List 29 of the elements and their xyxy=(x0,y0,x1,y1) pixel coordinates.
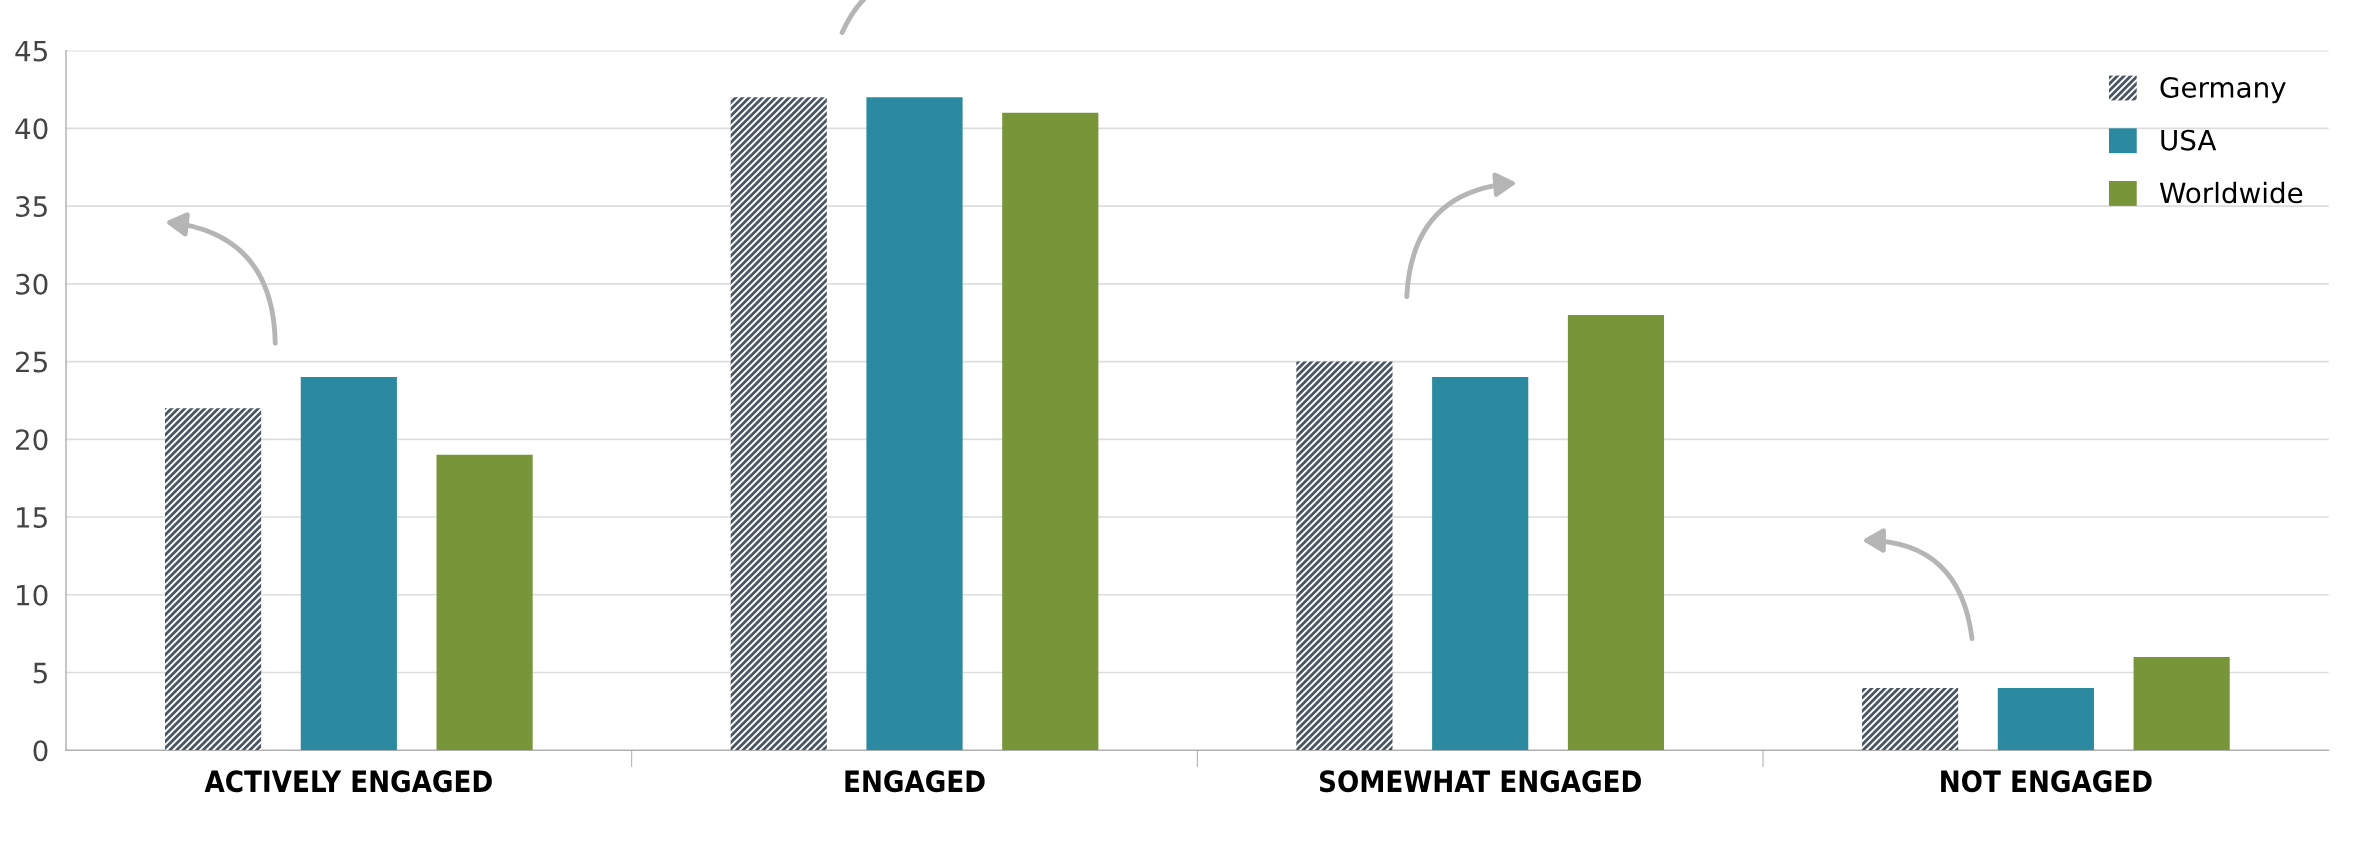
legend-label: Worldwide xyxy=(2159,181,2303,204)
y-tick-label: 45 xyxy=(15,40,47,62)
y-tick-label: 30 xyxy=(16,273,48,295)
bar xyxy=(866,97,963,751)
bar xyxy=(1997,688,2094,751)
x-tick-label: ENGAGED xyxy=(845,770,985,793)
bar xyxy=(1862,688,1959,751)
y-tick-label: 35 xyxy=(16,196,47,218)
y-tick-label: 15 xyxy=(17,507,47,528)
bar xyxy=(1002,112,1099,751)
y-tick-label: 20 xyxy=(16,429,48,451)
bar xyxy=(1567,314,1665,751)
y-tick-label: 5 xyxy=(33,662,47,684)
bar xyxy=(164,408,262,751)
x-tick-label: ACTIVELY ENGAGED xyxy=(204,770,492,793)
bar xyxy=(1296,361,1393,751)
y-tick-label: 0 xyxy=(33,740,48,762)
x-tick-label: NOT ENGAGED xyxy=(1941,770,2152,793)
bar xyxy=(436,454,533,751)
bar xyxy=(2133,656,2230,751)
bar xyxy=(1432,377,1529,751)
bar xyxy=(730,97,827,751)
legend-label: Germany xyxy=(2160,76,2286,104)
bar xyxy=(300,377,397,751)
y-tick-label: 25 xyxy=(16,351,47,373)
legend-label: USA xyxy=(2161,129,2217,151)
y-tick-label: 40 xyxy=(15,118,48,140)
x-tick-label: SOMEWHAT ENGAGED xyxy=(1319,770,1641,793)
y-tick-label: 10 xyxy=(17,584,48,606)
